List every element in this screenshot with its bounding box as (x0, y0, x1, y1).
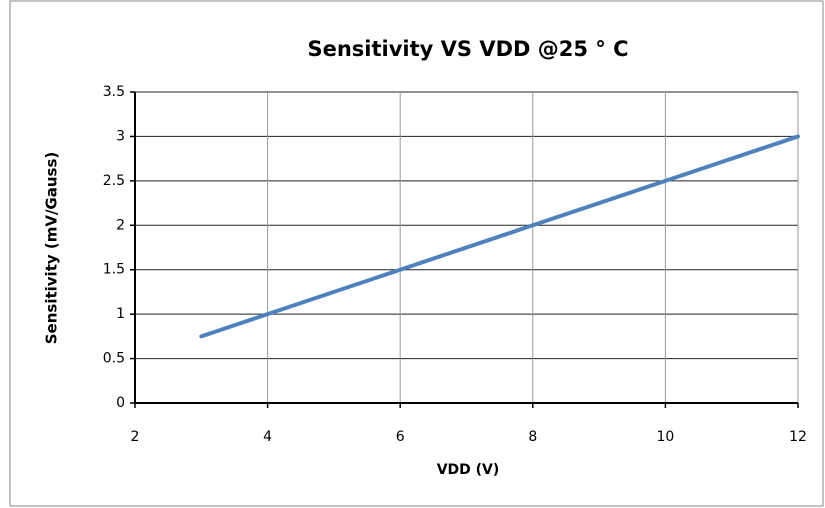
y-axis-label: Sensitivity (mV/Gauss) (43, 152, 61, 345)
y-tick-label: 1 (116, 306, 125, 322)
y-tick-label: 3 (116, 128, 125, 144)
x-tick-label: 4 (263, 429, 272, 445)
x-tick-label: 6 (396, 429, 405, 445)
y-tick-label: 1.5 (103, 262, 125, 278)
x-tick-label: 2 (131, 429, 140, 445)
y-tick-label: 2.5 (103, 173, 125, 189)
x-tick-label: 8 (528, 429, 537, 445)
chart-title: Sensitivity VS VDD @25 ° C (307, 37, 628, 61)
y-tick-label: 2 (116, 217, 125, 233)
y-tick-label: 0.5 (103, 351, 125, 367)
chart-frame (9, 0, 824, 507)
data-line (199, 134, 800, 339)
x-axis-label: VDD (V) (437, 462, 500, 478)
y-tick-label: 0 (116, 395, 125, 411)
x-tick-label: 12 (789, 429, 807, 445)
y-tick-label: 3.5 (103, 84, 125, 100)
x-tick-label: 10 (656, 429, 674, 445)
